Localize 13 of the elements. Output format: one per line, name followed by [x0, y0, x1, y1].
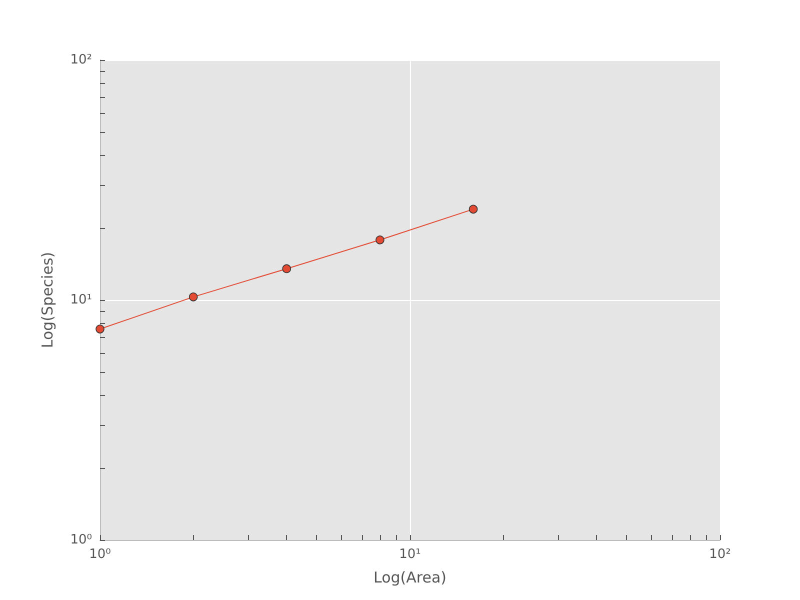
y-axis-title: Log(Species)	[38, 252, 56, 348]
x-tick-label: 10²	[709, 547, 731, 562]
y-tick-label: 10²	[70, 52, 92, 68]
point	[96, 324, 104, 334]
y-tick-label: 10⁰	[70, 532, 92, 548]
point	[376, 236, 384, 244]
point	[188, 292, 198, 302]
x-axis-title: Log(Area)	[373, 568, 447, 586]
x-tick-label: 10¹	[399, 547, 421, 562]
point	[282, 264, 292, 274]
x-tick-label: 10⁰	[89, 547, 111, 562]
point	[468, 204, 478, 214]
y-tick-label: 10¹	[70, 292, 92, 308]
